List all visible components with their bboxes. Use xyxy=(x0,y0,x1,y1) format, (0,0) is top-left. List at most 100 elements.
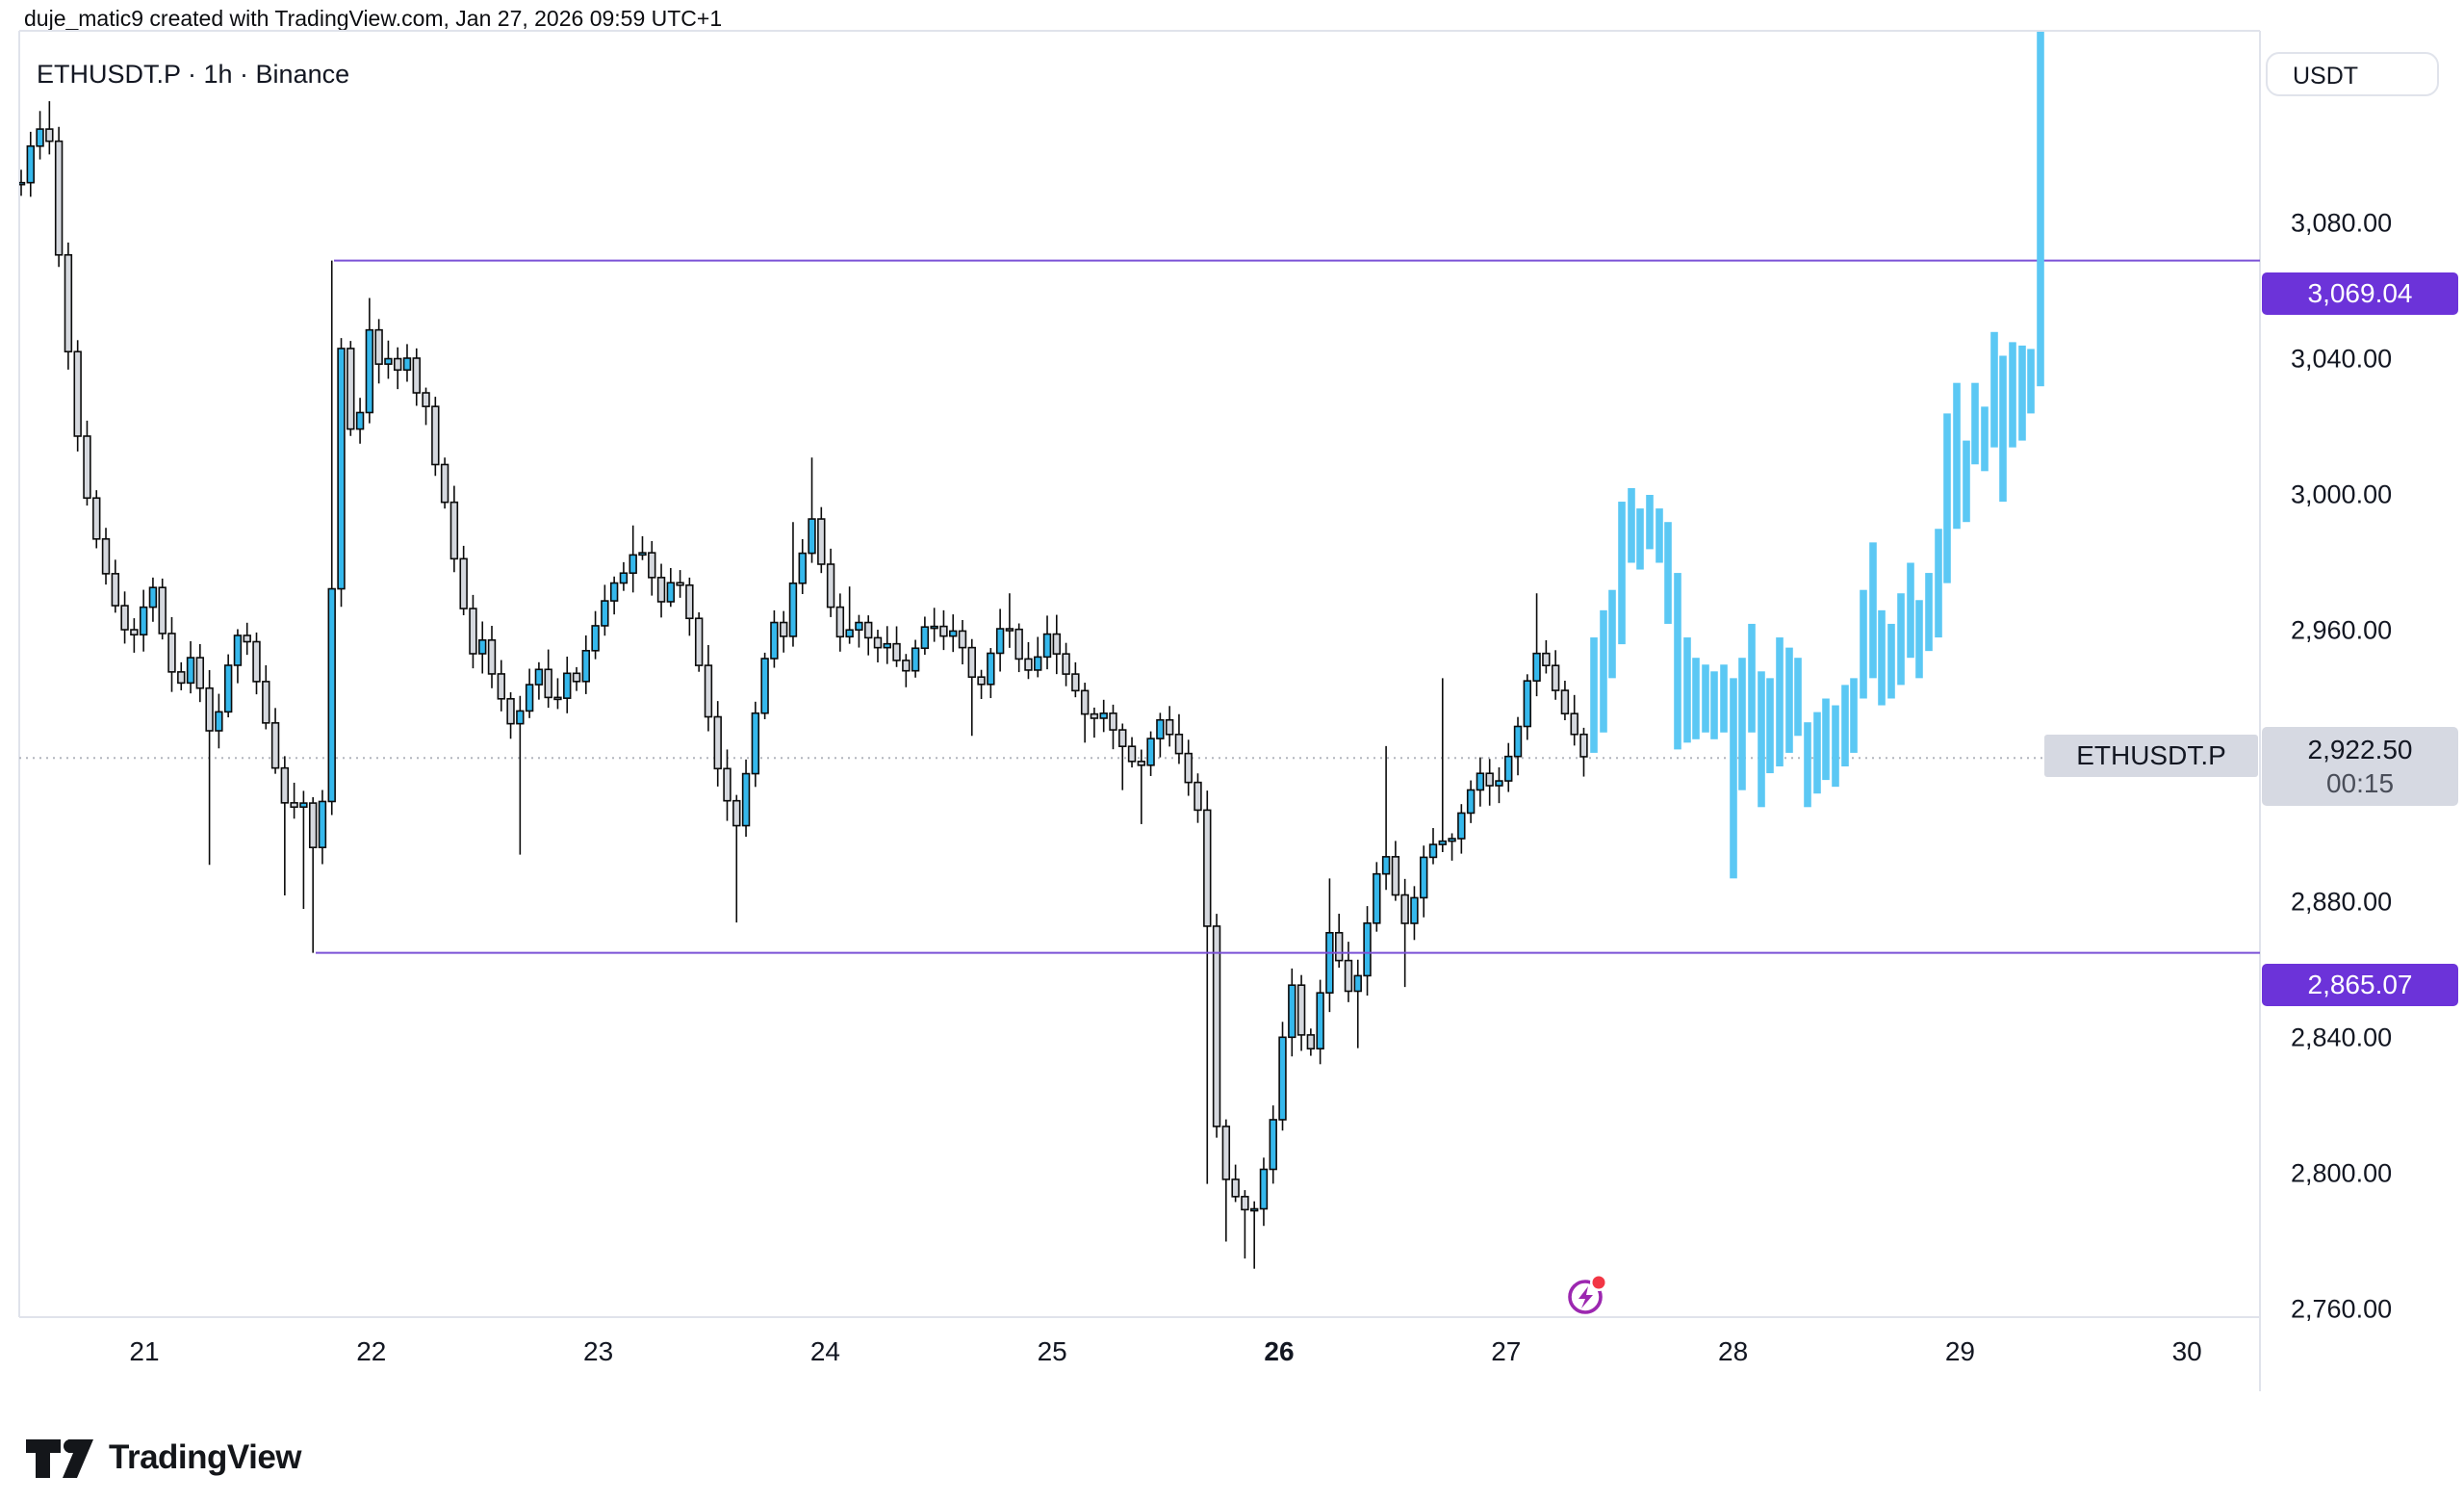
candle-body xyxy=(186,657,195,685)
candle-body xyxy=(911,647,920,672)
candle-body xyxy=(572,672,581,683)
candle xyxy=(478,621,487,674)
candle-body xyxy=(412,357,421,394)
projection-bar xyxy=(1822,698,1830,781)
candle xyxy=(1353,959,1362,1049)
candle-body xyxy=(619,572,629,584)
candle-body xyxy=(1146,738,1155,766)
projection-bar xyxy=(1710,671,1718,739)
candle xyxy=(987,648,995,699)
candle xyxy=(601,584,609,636)
candle xyxy=(1391,841,1400,901)
candle-body xyxy=(64,253,73,353)
candle-body xyxy=(233,634,243,666)
candle-body xyxy=(355,411,365,430)
candle xyxy=(1400,878,1409,988)
candle xyxy=(148,577,158,622)
candle-body xyxy=(1579,733,1588,758)
projection-bar xyxy=(1832,705,1839,788)
candle xyxy=(685,577,694,636)
candle-body xyxy=(308,802,318,848)
candle-body xyxy=(487,638,497,675)
price-tick-label: 3,040.00 xyxy=(2291,344,2393,374)
candle-body xyxy=(1099,712,1108,719)
candle-body xyxy=(1570,712,1578,736)
candle xyxy=(1335,914,1344,969)
candle xyxy=(1165,706,1174,747)
candle xyxy=(713,701,722,787)
projection-bar xyxy=(1850,678,1858,753)
candle-body xyxy=(318,800,327,848)
projection-bar xyxy=(1878,609,1886,706)
candle xyxy=(1381,745,1391,891)
candle xyxy=(215,693,223,749)
projection-bar xyxy=(1897,593,1905,686)
candle xyxy=(1062,642,1070,686)
time-tick-label: 23 xyxy=(583,1336,614,1366)
flash-idea-icon[interactable] xyxy=(1568,1274,1607,1314)
candle xyxy=(1269,1105,1277,1184)
price-tick-label: 2,800.00 xyxy=(2291,1158,2393,1188)
candle-body xyxy=(553,696,562,701)
candle-body xyxy=(422,392,430,407)
candle xyxy=(995,609,1005,672)
projection-bar xyxy=(1953,382,1961,530)
price-axis[interactable]: 3,080.00 3,040.00 3,000.00 2,960.00 2,880.00… xyxy=(2260,31,2464,1391)
candle xyxy=(1316,979,1324,1065)
projection-bar xyxy=(1971,382,1979,465)
candle-body xyxy=(270,722,280,769)
candle xyxy=(1485,759,1494,806)
candle-body xyxy=(732,799,741,827)
candle xyxy=(1306,1028,1316,1056)
candle-body xyxy=(120,605,129,631)
attribution-text: duje_matic9 created with TradingView.com… xyxy=(24,6,723,31)
projection-bar xyxy=(1981,406,1989,472)
candle-body xyxy=(431,405,440,466)
candle xyxy=(270,708,280,774)
candle-body xyxy=(1381,856,1391,875)
tradingview-logo[interactable]: TradingView xyxy=(24,1433,302,1483)
candle xyxy=(252,632,261,695)
candle xyxy=(402,344,412,382)
candle-body xyxy=(544,668,552,699)
projection-bar xyxy=(1692,658,1700,739)
candle-body xyxy=(1194,781,1202,812)
candle xyxy=(656,563,666,618)
candle-body xyxy=(1241,1196,1249,1211)
candle xyxy=(534,661,544,700)
candle xyxy=(572,666,581,691)
candle xyxy=(751,701,760,788)
candle xyxy=(384,340,393,379)
candle-body xyxy=(1090,712,1099,719)
candle xyxy=(1495,767,1503,804)
candle xyxy=(1457,804,1466,854)
chart-legend-symbol[interactable]: ETHUSDT.P · 1h · Binance xyxy=(37,60,350,89)
currency-unit-button[interactable]: USDT xyxy=(2266,52,2439,96)
bar-countdown: 00:15 xyxy=(2325,768,2395,798)
time-axis[interactable]: 21 22 23 24 25 26 27 28 29 30 xyxy=(0,1317,2260,1391)
candle xyxy=(506,692,515,739)
candle-body xyxy=(817,518,826,565)
candle-body xyxy=(1062,653,1070,675)
candle xyxy=(883,626,891,664)
candle-body xyxy=(760,658,769,714)
candle xyxy=(1241,1190,1249,1259)
candle-body xyxy=(459,557,468,609)
projection-bar xyxy=(1785,647,1793,753)
candle xyxy=(609,576,619,615)
candle xyxy=(1542,639,1551,674)
time-tick-label: 29 xyxy=(1944,1336,1975,1366)
candle xyxy=(1146,731,1155,776)
candle xyxy=(1034,636,1042,678)
projection-bar xyxy=(1794,658,1802,737)
candle xyxy=(346,341,355,436)
candle-body xyxy=(648,552,656,579)
candle-body xyxy=(449,501,459,560)
price-tick-label: 2,840.00 xyxy=(2291,1023,2393,1052)
candle xyxy=(318,790,327,865)
candle xyxy=(1174,713,1184,764)
candle-body xyxy=(741,772,751,827)
projection-bar xyxy=(1869,542,1877,679)
candle xyxy=(393,347,402,390)
